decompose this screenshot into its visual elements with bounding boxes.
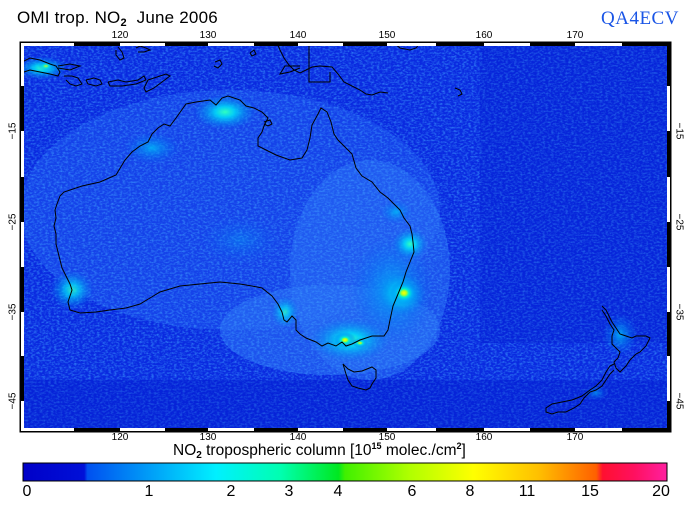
colorbar-tick-6: 6 [407, 483, 417, 500]
lat-label-left-15: −15 [7, 122, 19, 140]
lat-label-left-45: −45 [7, 392, 19, 410]
colorbar-tick-11: 11 [518, 483, 536, 500]
lat-label-right-35: −35 [673, 303, 685, 321]
colorbar [22, 462, 668, 482]
lon-label-top-140: 140 [289, 30, 307, 41]
no2-field [21, 43, 670, 431]
coast-java [21, 57, 61, 77]
coast-new-guinea [276, 43, 389, 96]
coast-new-zealand-south [545, 363, 615, 415]
colorbar-title: NO2 tropospheric column [1015 molec./cm2… [173, 441, 466, 461]
colorbar-tick-1: 1 [144, 483, 154, 500]
map-title: OMI trop. NO2 June 2006 [17, 8, 218, 29]
title-date: June 2006 [136, 8, 218, 27]
coast-tasmania [342, 363, 377, 391]
lat-label-right-25: −25 [673, 213, 685, 231]
colorbar-tick-2: 2 [226, 483, 236, 500]
cb-title-end: ] [461, 442, 466, 459]
coast-australia [53, 95, 415, 347]
colorbar-tick-15: 15 [581, 483, 599, 500]
cb-title-sub: 2 [196, 450, 202, 461]
lon-label-top-170: 170 [566, 30, 584, 41]
lon-label-top-150: 150 [378, 30, 396, 41]
brand-label: QA4ECV [601, 8, 679, 29]
colorbar-tick-4: 4 [333, 483, 343, 500]
map-frame [19, 41, 672, 433]
colorbar-tick-8: 8 [465, 483, 475, 500]
lon-label-bottom-170: 170 [566, 432, 584, 443]
title-subscript: 2 [120, 17, 127, 29]
cb-title-exp: 15 [371, 441, 382, 451]
lon-label-bottom-140: 140 [289, 432, 307, 443]
coastlines [21, 43, 651, 415]
cb-title-no: NO [173, 442, 197, 459]
lon-label-bottom-160: 160 [475, 432, 493, 443]
colorbar-tick-3: 3 [284, 483, 294, 500]
title-text: OMI trop. NO [17, 8, 121, 27]
colorbar-tick-0: 0 [22, 483, 32, 500]
cb-title-exp2: 2 [456, 441, 462, 451]
coast-new-zealand-north [601, 305, 651, 373]
lat-label-left-35: −35 [7, 303, 19, 321]
cb-title-mid: tropospheric column [10 [201, 442, 372, 459]
colorbar-tick-20: 20 [652, 483, 670, 500]
lon-label-top-120: 120 [111, 30, 129, 41]
lon-label-bottom-150: 150 [378, 432, 396, 443]
lat-label-left-25: −25 [7, 213, 19, 231]
lat-label-right-45: −45 [673, 392, 685, 410]
lon-label-bottom-130: 130 [199, 432, 217, 443]
lat-label-right-15: −15 [673, 122, 685, 140]
lon-label-bottom-120: 120 [111, 432, 129, 443]
lon-label-top-130: 130 [199, 30, 217, 41]
lon-label-top-160: 160 [475, 30, 493, 41]
cb-title-unit: molec./cm [381, 442, 457, 459]
